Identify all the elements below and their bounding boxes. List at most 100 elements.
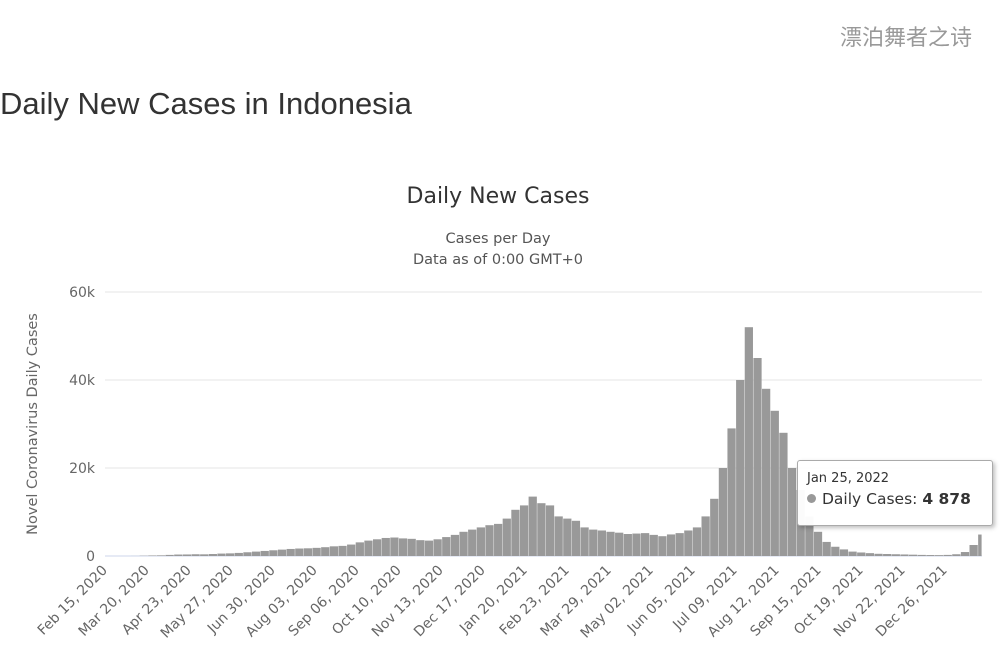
- bar[interactable]: [243, 552, 252, 556]
- bar[interactable]: [813, 531, 823, 556]
- bar[interactable]: [295, 548, 304, 556]
- bar[interactable]: [174, 554, 183, 556]
- bar[interactable]: [718, 468, 728, 556]
- bar[interactable]: [416, 540, 425, 556]
- bar[interactable]: [217, 553, 226, 556]
- bar[interactable]: [200, 554, 209, 556]
- bar[interactable]: [277, 549, 287, 556]
- bar[interactable]: [372, 539, 382, 556]
- bar[interactable]: [554, 516, 563, 556]
- y-tick-label: 0: [86, 549, 95, 565]
- bar[interactable]: [338, 545, 347, 556]
- bar[interactable]: [208, 554, 217, 556]
- bar[interactable]: [710, 498, 719, 556]
- bar[interactable]: [545, 505, 555, 556]
- bar[interactable]: [727, 428, 736, 556]
- bar[interactable]: [165, 554, 174, 556]
- bar[interactable]: [234, 552, 243, 556]
- bar[interactable]: [381, 537, 390, 556]
- bar[interactable]: [528, 496, 537, 556]
- bar[interactable]: [182, 554, 192, 556]
- bar[interactable]: [494, 523, 503, 556]
- bar[interactable]: [226, 553, 235, 556]
- bar[interactable]: [450, 534, 460, 556]
- x-tick-label: May 27, 2020: [158, 563, 237, 642]
- bar[interactable]: [519, 505, 529, 556]
- bar[interactable]: [900, 554, 909, 556]
- bar[interactable]: [148, 555, 157, 556]
- bar[interactable]: [476, 527, 485, 556]
- bar[interactable]: [753, 358, 762, 556]
- bar[interactable]: [658, 536, 667, 556]
- bar[interactable]: [269, 550, 278, 556]
- bar[interactable]: [865, 553, 875, 556]
- bar[interactable]: [934, 555, 944, 556]
- bar[interactable]: [960, 552, 970, 556]
- bar[interactable]: [969, 545, 978, 556]
- bar[interactable]: [684, 530, 693, 556]
- bar[interactable]: [692, 527, 702, 556]
- bar[interactable]: [571, 520, 581, 556]
- bar[interactable]: [580, 527, 589, 556]
- bar[interactable]: [640, 533, 650, 556]
- bar[interactable]: [831, 546, 840, 556]
- bar[interactable]: [442, 537, 451, 556]
- bar[interactable]: [260, 550, 269, 556]
- bar[interactable]: [589, 529, 598, 556]
- bar[interactable]: [736, 380, 745, 556]
- bar[interactable]: [857, 552, 866, 556]
- bar[interactable]: [511, 509, 520, 556]
- bar[interactable]: [355, 542, 364, 556]
- bar[interactable]: [563, 518, 572, 556]
- bar[interactable]: [347, 544, 356, 556]
- bar[interactable]: [839, 549, 849, 556]
- bar[interactable]: [433, 539, 442, 556]
- bars[interactable]: [130, 327, 982, 556]
- bar[interactable]: [502, 518, 511, 556]
- bar[interactable]: [744, 327, 753, 556]
- bar[interactable]: [251, 551, 261, 556]
- bar[interactable]: [398, 538, 408, 556]
- bar[interactable]: [926, 555, 935, 556]
- bar[interactable]: [468, 529, 477, 556]
- bar[interactable]: [156, 555, 166, 556]
- bar[interactable]: [321, 547, 330, 556]
- bar[interactable]: [485, 525, 494, 556]
- bar[interactable]: [848, 551, 857, 556]
- bar[interactable]: [606, 531, 615, 556]
- series-dot-icon: [807, 494, 816, 503]
- bar[interactable]: [364, 540, 373, 556]
- bar[interactable]: [286, 548, 295, 556]
- bar[interactable]: [822, 541, 831, 556]
- bar[interactable]: [615, 532, 624, 556]
- bar[interactable]: [191, 554, 200, 556]
- bar[interactable]: [666, 534, 676, 556]
- bar[interactable]: [303, 548, 313, 556]
- bar[interactable]: [805, 516, 814, 556]
- bar[interactable]: [770, 410, 779, 556]
- bar[interactable]: [978, 534, 982, 556]
- bar[interactable]: [597, 530, 607, 556]
- bar[interactable]: [312, 547, 321, 556]
- bar[interactable]: [407, 538, 416, 556]
- bar[interactable]: [952, 554, 961, 556]
- bar[interactable]: [908, 554, 918, 556]
- bar[interactable]: [537, 503, 546, 556]
- bar[interactable]: [883, 554, 892, 556]
- bar[interactable]: [943, 554, 952, 556]
- bar[interactable]: [787, 468, 797, 556]
- bar[interactable]: [390, 537, 399, 556]
- bar[interactable]: [424, 540, 434, 556]
- bar[interactable]: [649, 534, 658, 556]
- bar[interactable]: [874, 553, 883, 556]
- bar[interactable]: [917, 554, 926, 556]
- bar[interactable]: [459, 531, 468, 556]
- bar[interactable]: [329, 546, 339, 556]
- bar[interactable]: [675, 533, 684, 556]
- bar[interactable]: [701, 516, 710, 556]
- bar[interactable]: [779, 432, 788, 556]
- bar[interactable]: [891, 554, 900, 556]
- bar[interactable]: [623, 534, 632, 556]
- bar[interactable]: [632, 533, 641, 556]
- bar[interactable]: [762, 388, 771, 556]
